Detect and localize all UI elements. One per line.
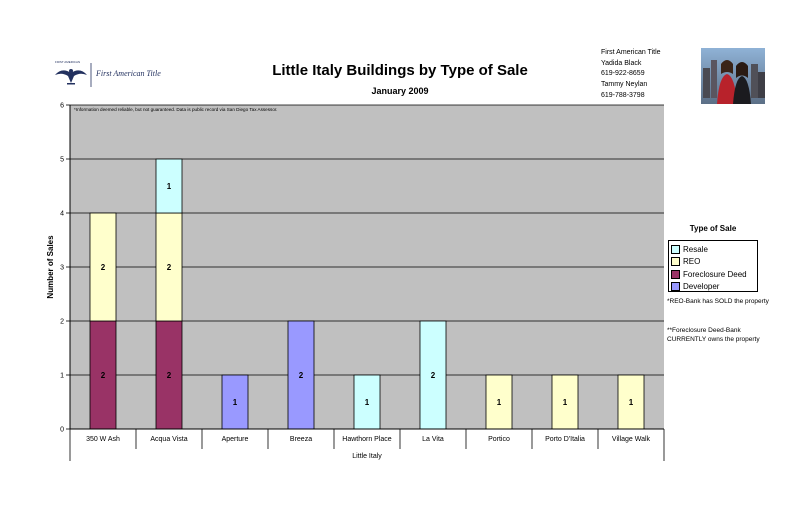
bar-resale: [419, 320, 447, 430]
bar-developer: [287, 320, 315, 430]
legend-item: REO: [671, 256, 757, 269]
category-label: Acqua Vista: [150, 436, 187, 443]
category-label: Village Walk: [612, 436, 651, 443]
legend-label: Developer: [683, 282, 720, 292]
logo-small-text: FIRST AMERICAN: [55, 60, 81, 64]
legend-item: Developer: [671, 281, 757, 294]
data-label: 2: [431, 371, 436, 380]
legend-title: Type of Sale: [689, 224, 737, 233]
contact-block: First American Title Yadida Black 619-92…: [601, 48, 661, 102]
y-tick-label: 0: [60, 427, 64, 434]
chart-title: Little Italy Buildings by Type of Sale: [272, 62, 528, 79]
contact-company: First American Title: [601, 49, 661, 56]
legend-item: Foreclosure Deed: [671, 268, 757, 281]
agents-photo: [701, 48, 765, 104]
y-tick-label: 5: [60, 157, 64, 164]
reo-note: *REO-Bank has SOLD the property: [667, 298, 769, 305]
bar-reo: [485, 374, 513, 430]
category-label: Breeza: [290, 436, 312, 443]
data-label: 2: [299, 371, 304, 380]
data-label: 2: [167, 263, 172, 272]
legend: Resale REO Foreclosure Deed Developer: [668, 240, 758, 292]
legend-item: Resale: [671, 243, 757, 256]
contact-phone-2: 619-788-3798: [601, 91, 645, 99]
data-label: 2: [101, 263, 106, 272]
legend-swatch: [671, 282, 680, 292]
data-label: 1: [233, 398, 238, 407]
category-label: Aperture: [222, 436, 249, 443]
category-label: Hawthorn Place: [342, 436, 392, 443]
data-label: 2: [101, 371, 106, 380]
category-label: Porto D'Italia: [545, 436, 585, 443]
data-label: 1: [497, 398, 502, 407]
legend-label: Resale: [683, 244, 708, 254]
data-label: 1: [365, 398, 370, 407]
bar-reo: [89, 212, 117, 322]
bar-developer: [221, 374, 249, 430]
data-label: 1: [563, 398, 568, 407]
data-label: 1: [167, 182, 172, 191]
legend-label: REO: [683, 257, 701, 267]
first-american-eagle-logo: [55, 63, 92, 87]
bar-resale: [353, 374, 381, 430]
y-tick-label: 1: [60, 373, 64, 380]
contact-name-2: Tammy Neylan: [601, 81, 648, 89]
category-label: 350 W Ash: [86, 436, 120, 443]
category-label: Portico: [488, 436, 510, 443]
legend-swatch: [671, 257, 680, 267]
chart-subtitle: January 2009: [371, 86, 429, 96]
foreclosure-note: **Foreclosure Deed-Bank CURRENTLY owns t…: [667, 327, 760, 343]
disclaimer-text: *Information deemed reliable, but not gu…: [74, 107, 278, 112]
y-tick-label: 2: [60, 319, 64, 326]
data-label: 1: [629, 398, 634, 407]
bar-resale: [155, 158, 183, 214]
y-axis-title: Number of Sales: [46, 235, 55, 299]
y-tick-label: 6: [60, 103, 64, 110]
y-tick-label: 4: [60, 211, 64, 218]
legend-swatch: [671, 269, 680, 279]
logo-text: First American Title: [96, 69, 161, 78]
bar-reo: [617, 374, 645, 430]
bar-reo: [551, 374, 579, 430]
y-tick-label: 3: [60, 265, 64, 272]
category-label: La Vita: [422, 436, 444, 443]
legend-label: Foreclosure Deed: [683, 269, 747, 279]
x-axis-title: Little Italy: [352, 453, 382, 460]
contact-name-1: Yadida Black: [601, 59, 642, 67]
bar-foreclosure-deed: [155, 320, 183, 430]
contact-phone-1: 619-922-8659: [601, 70, 645, 78]
data-label: 2: [167, 371, 172, 380]
legend-swatch: [671, 244, 680, 254]
